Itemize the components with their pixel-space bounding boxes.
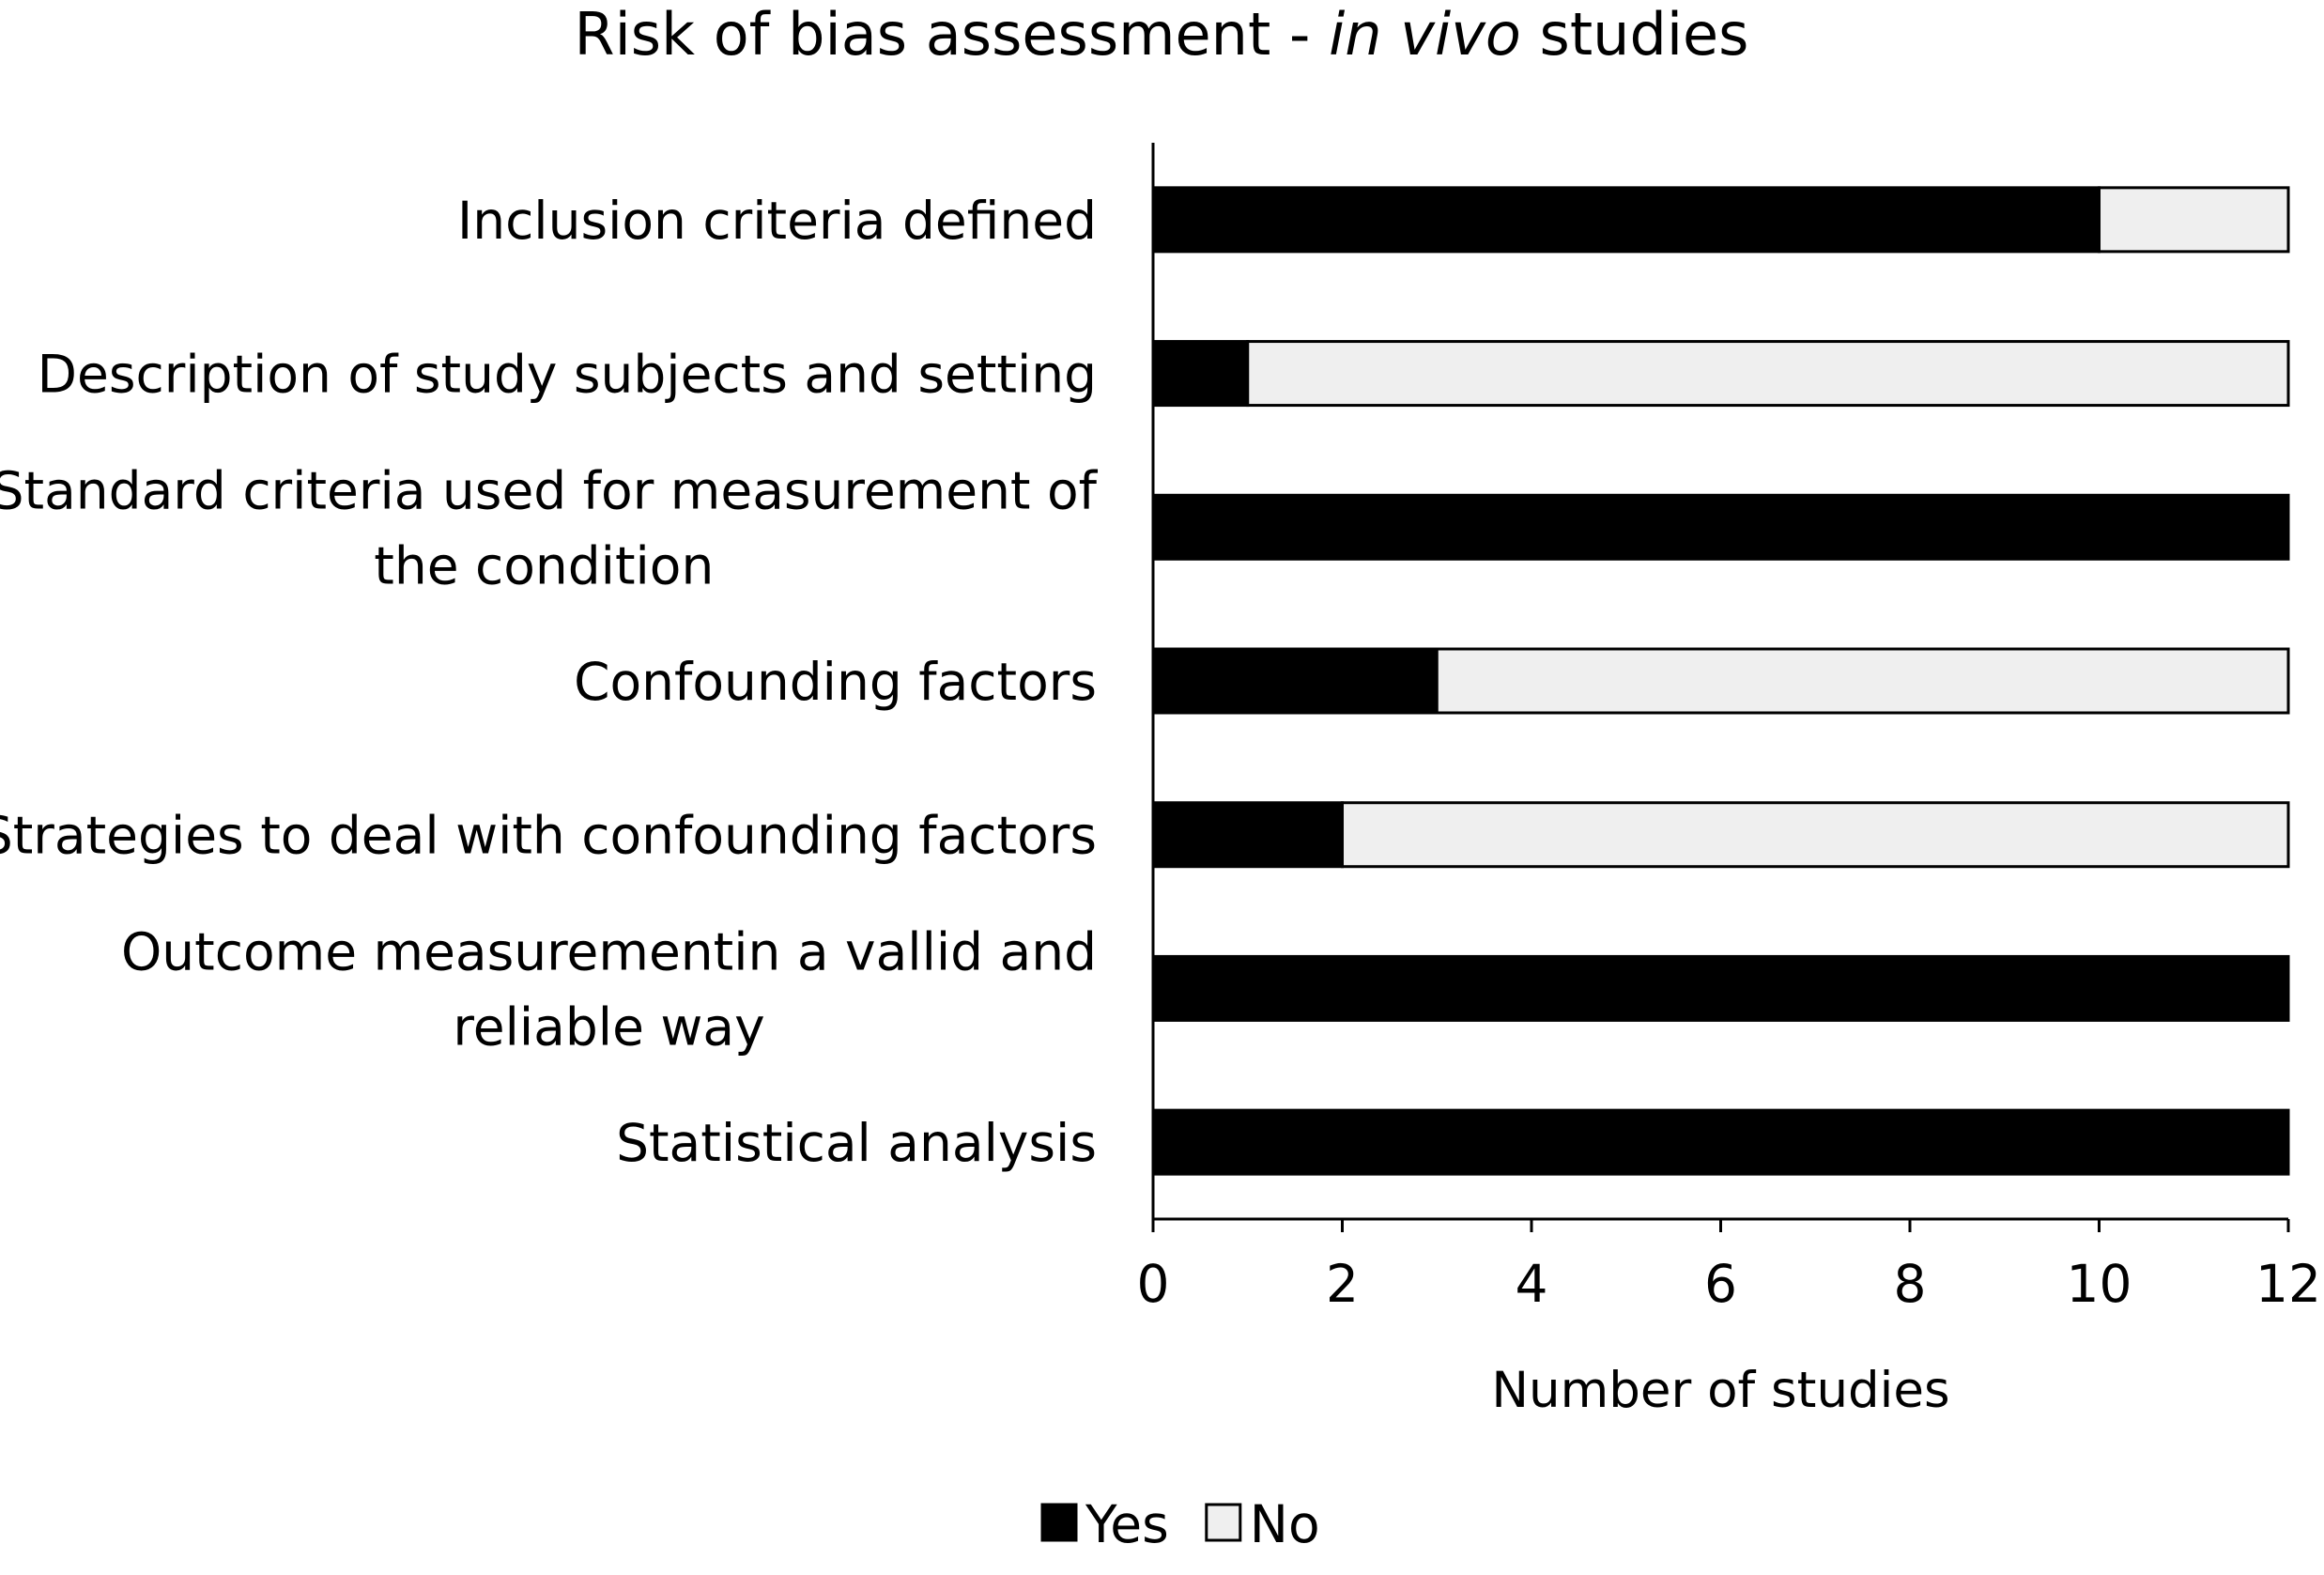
- category-label-0: Inclusion criteria defined: [457, 191, 1097, 251]
- bar-yes-1: [1151, 340, 1250, 408]
- x-tick-label-2: 4: [1516, 1254, 1548, 1314]
- x-tick-label-1: 2: [1326, 1254, 1359, 1314]
- x-tick-label-6: 12: [2255, 1254, 2321, 1314]
- legend-swatch-yes: [1040, 1503, 1078, 1542]
- chart-title-part-2: studies: [1521, 0, 1749, 69]
- x-tick-label-0: 0: [1137, 1254, 1170, 1314]
- legend-label-no: No: [1250, 1494, 1320, 1554]
- legend-swatch-no: [1205, 1503, 1242, 1542]
- bar-no-4: [1341, 801, 2290, 869]
- bar-no-3: [1435, 647, 2290, 715]
- x-tick-label-3: 6: [1704, 1254, 1737, 1314]
- category-label-2: Standard criteria used for measurement o…: [0, 460, 1099, 520]
- bar-yes-3: [1151, 647, 1439, 715]
- bar-yes-0: [1151, 186, 2101, 254]
- bar-no-1: [1246, 340, 2290, 408]
- category-label-2-line-0: Standard criteria used for measurement o…: [0, 460, 1099, 520]
- x-axis-title: Number of studies: [1491, 1362, 1949, 1419]
- bar-no-0: [2098, 186, 2290, 254]
- bar-yes-6: [1151, 1108, 2290, 1176]
- bar-yes-4: [1151, 801, 1344, 869]
- category-label-1: Description of study subjects and settin…: [38, 345, 1097, 405]
- legend-label-yes: Yes: [1085, 1494, 1169, 1554]
- bar-yes-5: [1151, 954, 2290, 1022]
- category-label-5-line-0: Outcome measurementin a vallid and: [121, 921, 1097, 981]
- bar-yes-2: [1151, 493, 2290, 561]
- x-tick-label-4: 8: [1894, 1254, 1927, 1314]
- category-label-5: Outcome measurementin a vallid and: [121, 921, 1097, 981]
- category-label-6: Statistical analysis: [616, 1113, 1097, 1173]
- chart-title-part-0: Risk of bias assessment -: [575, 0, 1330, 69]
- category-label-5-line-1: reliable way: [453, 996, 764, 1057]
- category-label-3: Confounding factors: [574, 652, 1097, 712]
- chart-title: Risk of bias assessment - in vivo studie…: [575, 0, 1749, 69]
- x-tick-label-5: 10: [2067, 1254, 2132, 1314]
- chart-title-part-1: in vivo: [1329, 0, 1521, 69]
- category-label-4: Strategies to deal with confounding fact…: [0, 806, 1097, 866]
- category-label-2-line-1: the condition: [374, 535, 714, 595]
